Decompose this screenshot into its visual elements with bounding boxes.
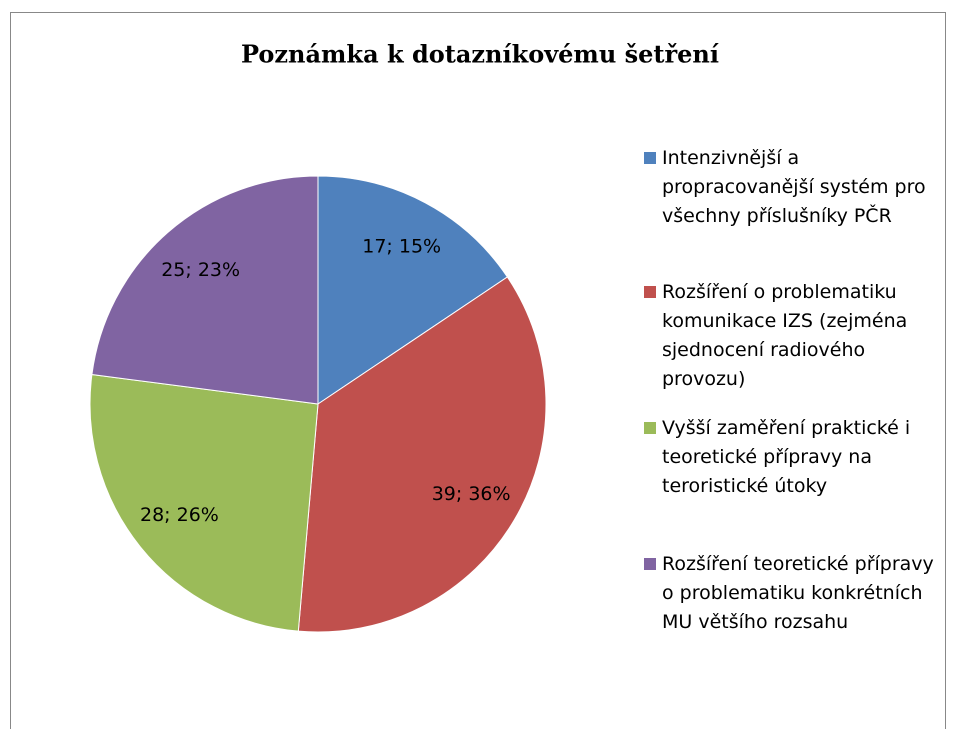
legend-item: Rozšíření teoretické přípravy o problema… bbox=[644, 550, 944, 637]
legend-label: Rozšíření teoretické přípravy o problema… bbox=[662, 553, 934, 633]
chart-title: Poznámka k dotazníkovému šetření bbox=[241, 40, 719, 69]
data-label: 39; 36% bbox=[432, 483, 511, 505]
legend-label: Rozšíření o problematiku komunikace IZS … bbox=[662, 281, 908, 390]
legend-item: Intenzivnější a propracovanější systém p… bbox=[644, 144, 944, 231]
legend-item: Vyšší zaměření praktické i teoretické př… bbox=[644, 414, 944, 501]
pie-slice bbox=[317, 175, 509, 405]
legend-swatch bbox=[644, 152, 656, 164]
legend-item: Rozšíření o problematiku komunikace IZS … bbox=[644, 278, 944, 394]
legend-swatch bbox=[644, 558, 656, 570]
chart-border bbox=[10, 12, 946, 729]
legend-label: Intenzivnější a propracovanější systém p… bbox=[662, 147, 926, 227]
pie-slice bbox=[89, 373, 319, 632]
pie-slice bbox=[91, 175, 319, 405]
data-label: 25; 23% bbox=[161, 259, 240, 281]
data-label: 28; 26% bbox=[140, 504, 219, 526]
legend-swatch bbox=[644, 286, 656, 298]
legend-swatch bbox=[644, 422, 656, 434]
data-label: 17; 15% bbox=[362, 236, 441, 258]
legend-label: Vyšší zaměření praktické i teoretické př… bbox=[662, 417, 911, 497]
pie-slice bbox=[297, 276, 547, 633]
